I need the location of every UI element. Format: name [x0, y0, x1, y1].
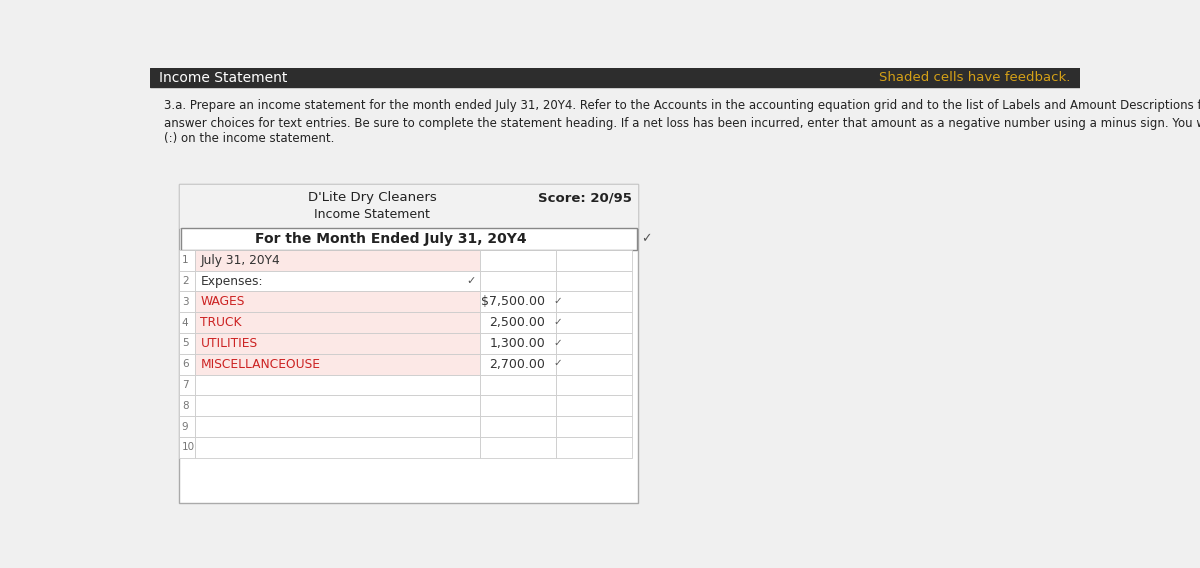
Text: ✓: ✓ [553, 358, 562, 369]
Text: TRUCK: TRUCK [200, 316, 242, 329]
Text: answer choices for text entries. Be sure to complete the statement heading. If a: answer choices for text entries. Be sure… [164, 116, 1200, 130]
Text: Shaded cells have feedback.: Shaded cells have feedback. [880, 72, 1070, 84]
Bar [180, 333, 194, 354]
Bar [556, 333, 632, 354]
Bar [556, 354, 632, 375]
Bar [480, 250, 556, 271]
Text: D'Lite Dry Cleaners: D'Lite Dry Cleaners [307, 191, 437, 204]
Bar [194, 312, 480, 333]
Text: ✓: ✓ [641, 233, 652, 245]
Bar [194, 250, 480, 271]
Bar [480, 354, 556, 375]
Text: ✓: ✓ [466, 276, 475, 286]
Text: 9: 9 [181, 421, 188, 432]
Text: Expenses:: Expenses: [200, 274, 263, 287]
Text: 1: 1 [181, 255, 188, 265]
Text: 8: 8 [181, 401, 188, 411]
Bar [194, 271, 480, 291]
Text: MISCELLANCEOUSE: MISCELLANCEOUSE [200, 358, 320, 371]
Bar [194, 437, 480, 458]
Text: July 31, 20Y4: July 31, 20Y4 [200, 254, 280, 267]
Text: Income Statement: Income Statement [314, 208, 430, 221]
Text: $7,500.00: $7,500.00 [481, 295, 545, 308]
Bar [194, 291, 480, 312]
Bar [180, 183, 638, 228]
Bar [180, 291, 194, 312]
Text: 6: 6 [181, 359, 188, 369]
Bar [556, 395, 632, 416]
Bar [480, 395, 556, 416]
Text: 7: 7 [181, 380, 188, 390]
Text: For the Month Ended July 31, 20Y4: For the Month Ended July 31, 20Y4 [254, 232, 527, 246]
Bar [480, 375, 556, 395]
Bar [180, 437, 194, 458]
Bar [150, 68, 1080, 87]
Text: 2,500.00: 2,500.00 [490, 316, 545, 329]
Bar [180, 354, 194, 375]
Bar [556, 312, 632, 333]
Text: 3.a. Prepare an income statement for the month ended July 31, 20Y4. Refer to the: 3.a. Prepare an income statement for the… [164, 99, 1200, 112]
Bar [181, 228, 637, 250]
Bar [194, 395, 480, 416]
Text: 3: 3 [181, 297, 188, 307]
Bar [194, 375, 480, 395]
Text: 2,700.00: 2,700.00 [490, 358, 545, 371]
Text: 1,300.00: 1,300.00 [490, 337, 545, 350]
Bar [556, 416, 632, 437]
Text: Score: 20/95: Score: 20/95 [538, 191, 632, 204]
Bar [180, 271, 194, 291]
Bar [194, 416, 480, 437]
Bar [194, 354, 480, 375]
Bar [480, 437, 556, 458]
Bar [556, 437, 632, 458]
Bar [180, 312, 194, 333]
Bar [480, 333, 556, 354]
Bar [180, 375, 194, 395]
Text: WAGES: WAGES [200, 295, 245, 308]
Bar [556, 250, 632, 271]
Text: ✓: ✓ [553, 337, 562, 348]
Bar [556, 291, 632, 312]
Bar [194, 333, 480, 354]
Text: Income Statement: Income Statement [160, 71, 288, 85]
Text: ✓: ✓ [553, 317, 562, 327]
Bar [480, 416, 556, 437]
Text: ✓: ✓ [553, 296, 562, 306]
Bar [556, 271, 632, 291]
Bar [480, 271, 556, 291]
Bar [480, 312, 556, 333]
Text: UTILITIES: UTILITIES [200, 337, 258, 350]
Text: 10: 10 [181, 442, 194, 452]
Bar [480, 291, 556, 312]
Bar [180, 250, 194, 271]
Bar [180, 395, 194, 416]
Text: 2: 2 [181, 276, 188, 286]
Bar [180, 183, 638, 503]
Bar [556, 375, 632, 395]
Text: (:) on the income statement.: (:) on the income statement. [164, 132, 335, 145]
Text: 4: 4 [181, 318, 188, 328]
Text: 5: 5 [181, 339, 188, 348]
Bar [180, 416, 194, 437]
